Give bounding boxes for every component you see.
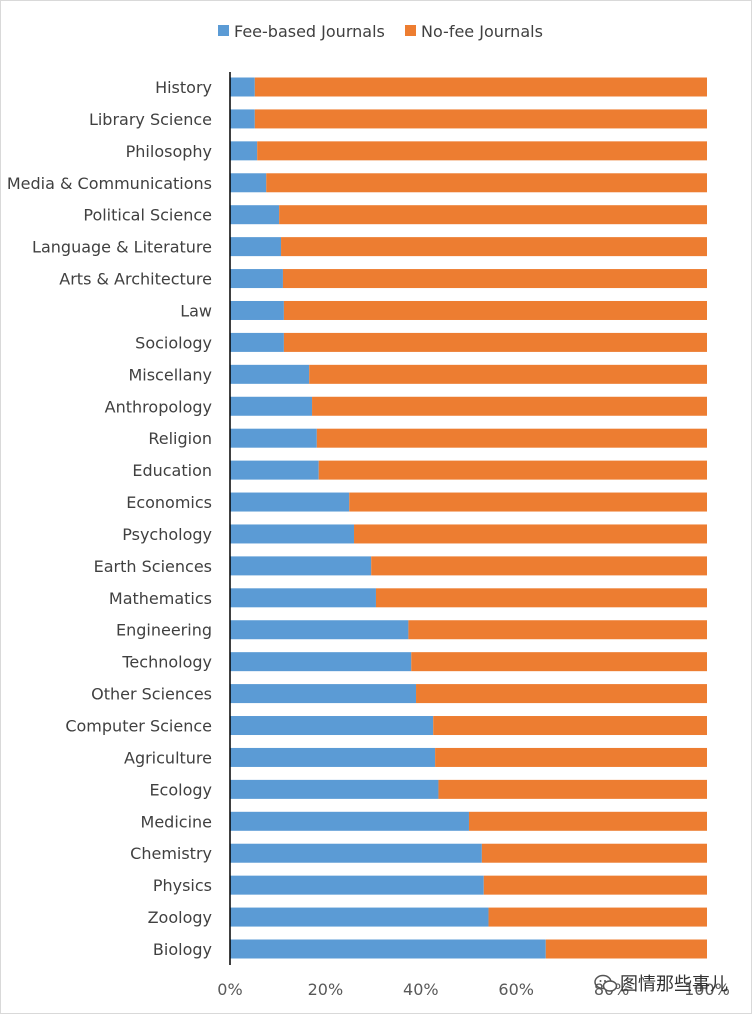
bar-fee-based (230, 907, 489, 927)
bar-fee-based (230, 492, 350, 512)
bar-fee-based (230, 875, 484, 895)
bar-no-fee (488, 907, 707, 927)
bar-fee-based (230, 364, 310, 384)
category-label: Philosophy (126, 142, 212, 161)
bar-fee-based (230, 588, 376, 608)
category-label: Miscellany (128, 365, 212, 384)
bar-no-fee (282, 269, 707, 289)
bar-no-fee (309, 364, 707, 384)
category-label: Economics (126, 493, 212, 512)
category-label: Zoology (148, 908, 212, 927)
category-label: Computer Science (65, 717, 212, 736)
bar-no-fee (545, 939, 707, 959)
bar-fee-based (230, 811, 469, 831)
bar-fee-based (230, 684, 417, 704)
x-tick-label: 40% (403, 980, 439, 999)
x-tick-label: 20% (308, 980, 344, 999)
category-label: Language & Literature (32, 238, 212, 257)
watermark: 图情那些事儿 (594, 970, 728, 996)
category-label: Political Science (83, 206, 212, 225)
bar-fee-based (230, 716, 434, 736)
category-label: Other Sciences (91, 685, 212, 704)
category-label: Education (132, 461, 212, 480)
bar-no-fee (354, 524, 707, 544)
bar-no-fee (279, 205, 707, 225)
bar-fee-based (230, 332, 284, 352)
category-label: Biology (153, 940, 212, 959)
bar-no-fee (257, 141, 707, 161)
bar-no-fee (349, 492, 707, 512)
bar-fee-based (230, 939, 546, 959)
bar-no-fee (433, 716, 707, 736)
watermark-text: 图情那些事儿 (620, 974, 728, 995)
bar-fee-based (230, 205, 280, 225)
bar-fee-based (230, 237, 282, 257)
bar-fee-based (230, 173, 267, 193)
bar-fee-based (230, 269, 283, 289)
bar-no-fee (416, 684, 707, 704)
x-tick-label: 100% (684, 980, 730, 999)
category-label: Agriculture (124, 748, 212, 767)
bar-no-fee (375, 588, 707, 608)
bar-no-fee (283, 300, 707, 320)
bar-no-fee (411, 652, 707, 672)
bar-no-fee (281, 237, 707, 257)
bar-no-fee (254, 109, 707, 129)
category-label: Ecology (149, 780, 212, 799)
category-label: Chemistry (130, 844, 212, 863)
bar-fee-based (230, 428, 317, 448)
bar-no-fee (468, 811, 707, 831)
category-label: Physics (153, 876, 212, 895)
bar-no-fee (283, 332, 707, 352)
category-label: Media & Communications (7, 174, 212, 193)
bar-fee-based (230, 396, 313, 416)
category-label: Library Science (89, 110, 212, 129)
bar-fee-based (230, 524, 355, 544)
category-label: Medicine (141, 812, 212, 831)
bar-fee-based (230, 620, 409, 640)
bar-fee-based (230, 556, 372, 576)
x-tick-label: 60% (498, 980, 534, 999)
bar-no-fee (408, 620, 707, 640)
category-label: Mathematics (109, 589, 212, 608)
bar-fee-based (230, 109, 255, 129)
bar-fee-based (230, 300, 284, 320)
legend-label: Fee-based Journals (234, 22, 385, 41)
bar-fee-based (230, 747, 436, 767)
bar-fee-based (230, 779, 439, 799)
category-label: Arts & Architecture (59, 270, 212, 289)
legend-swatch (218, 25, 229, 36)
bar-no-fee (318, 460, 707, 480)
bar-fee-based (230, 460, 319, 480)
category-label: Religion (148, 429, 212, 448)
bar-fee-based (230, 843, 482, 863)
bar-no-fee (371, 556, 707, 576)
bar-fee-based (230, 77, 255, 97)
bar-no-fee (438, 779, 707, 799)
bar-fee-based (230, 141, 258, 161)
category-label: Psychology (122, 525, 212, 544)
category-label: Technology (121, 653, 212, 672)
legend-swatch (405, 25, 416, 36)
bar-no-fee (483, 875, 707, 895)
x-tick-label: 0% (217, 980, 242, 999)
bar-fee-based (230, 652, 412, 672)
bar-no-fee (312, 396, 707, 416)
bar-no-fee (481, 843, 707, 863)
category-label: Earth Sciences (94, 557, 212, 576)
bar-no-fee (435, 747, 707, 767)
legend-label: No-fee Journals (421, 22, 543, 41)
category-label: Anthropology (105, 397, 212, 416)
category-label: Engineering (116, 621, 212, 640)
wechat-icon (594, 974, 618, 992)
category-label: Law (180, 301, 212, 320)
category-label: Sociology (135, 333, 212, 352)
category-label: History (155, 78, 212, 97)
bar-no-fee (316, 428, 707, 448)
bar-no-fee (254, 77, 707, 97)
bar-no-fee (266, 173, 707, 193)
